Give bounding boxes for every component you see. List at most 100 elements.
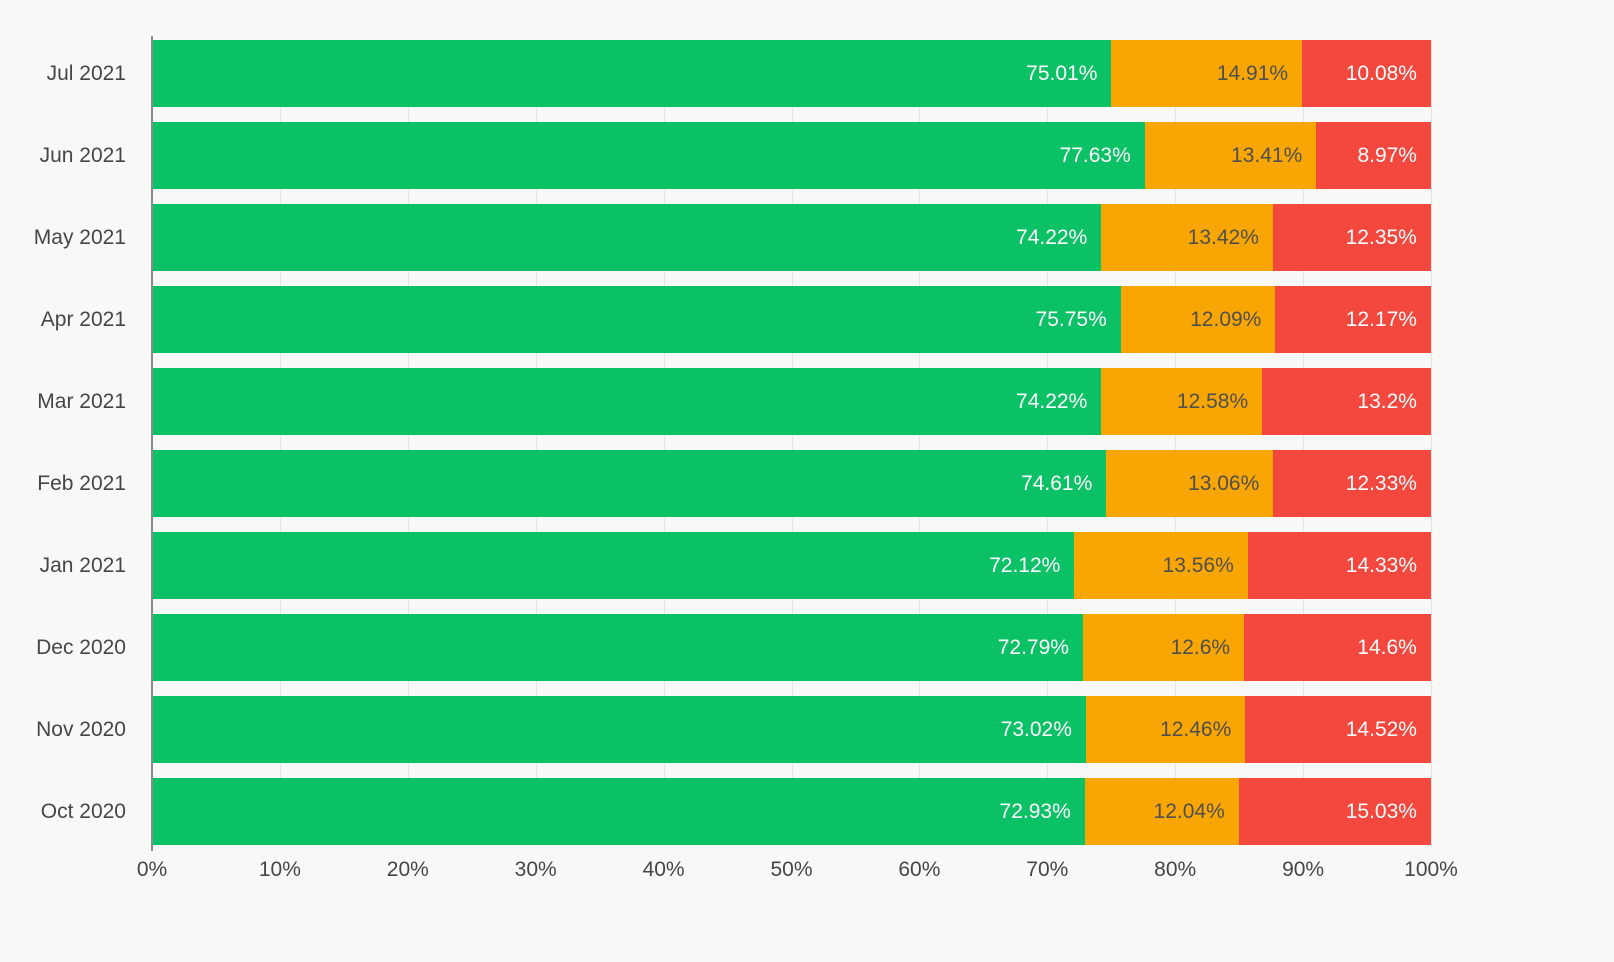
bar-segment-red: 13.2%: [1262, 368, 1431, 435]
segment-value-label: 72.12%: [989, 553, 1061, 577]
segment-value-label: 8.97%: [1357, 143, 1417, 167]
x-axis-tick-label: 30%: [514, 858, 557, 881]
category-label: May 2021: [33, 225, 126, 249]
segment-value-label: 10.08%: [1345, 61, 1417, 85]
segment-value-label: 74.22%: [1016, 389, 1088, 413]
segment-value-label: 12.58%: [1176, 389, 1249, 413]
segment-value-label: 14.6%: [1357, 635, 1417, 659]
gridline: [279, 40, 281, 845]
x-axis-tick-label: 60%: [898, 858, 941, 881]
category-label: Oct 2020: [40, 799, 126, 823]
category-label: Feb 2021: [37, 471, 126, 495]
x-axis-tick-label: 10%: [258, 858, 301, 881]
segment-value-label: 74.61%: [1021, 471, 1093, 495]
segment-value-label: 75.01%: [1026, 61, 1098, 85]
chart-row: Nov 2020 73.02% 12.46% 14.52%: [36, 696, 1431, 763]
segment-value-label: 13.56%: [1162, 553, 1234, 577]
stacked-bar: 74.61% 13.06% 12.33%: [152, 450, 1431, 517]
chart-row: Jul 2021 75.01% 14.91% 10.08%: [47, 40, 1431, 107]
bar-segment-green: 72.79%: [152, 614, 1083, 681]
gridline: [407, 40, 409, 845]
gridline: [535, 40, 537, 845]
segment-value-label: 14.52%: [1345, 717, 1417, 741]
bar-segment-green: 75.01%: [152, 40, 1112, 107]
stacked-bar: 72.12% 13.56% 14.33%: [152, 532, 1431, 599]
bar-segment-green: 73.02%: [152, 696, 1086, 763]
stacked-bar: 75.75% 12.09% 12.17%: [152, 286, 1431, 353]
category-label: Jun 2021: [39, 143, 126, 167]
bar-segment-orange: 14.91%: [1111, 40, 1303, 107]
x-axis-tick-label: 100%: [1404, 858, 1458, 881]
category-label: Apr 2021: [40, 307, 126, 331]
category-label: Mar 2021: [37, 389, 126, 413]
segment-value-label: 13.06%: [1188, 471, 1260, 495]
x-axis-tick-label: 90%: [1282, 858, 1325, 881]
x-axis-tick-label: 40%: [642, 858, 685, 881]
chart-row: May 2021 74.22% 13.42% 12.35%: [34, 204, 1431, 271]
segment-value-label: 14.91%: [1216, 61, 1289, 85]
bar-segment-green: 74.22%: [152, 368, 1102, 435]
chart-row: Mar 2021 74.22% 12.58% 13.2%: [37, 368, 1431, 435]
x-axis: 0% 10% 20% 30% 40% 50% 60% 70% 80% 90% 100%: [137, 858, 1458, 888]
chart-row: Apr 2021 75.75% 12.09% 12.17%: [41, 286, 1431, 353]
gridline: [663, 40, 665, 845]
x-axis-tick-label: 0%: [136, 858, 168, 881]
chart-row: Jan 2021 72.12% 13.56% 14.33%: [40, 532, 1431, 599]
category-label: Dec 2020: [36, 635, 126, 659]
segment-value-label: 12.33%: [1345, 471, 1417, 495]
gridline: [1431, 40, 1432, 845]
bar-segment-orange: 12.6%: [1082, 614, 1245, 681]
category-label: Jan 2021: [39, 553, 126, 577]
segment-value-label: 13.2%: [1357, 389, 1417, 413]
stacked-bar: 77.63% 13.41% 8.97%: [152, 122, 1431, 189]
stacked-bar: 75.01% 14.91% 10.08%: [152, 40, 1431, 107]
segment-value-label: 77.63%: [1059, 143, 1131, 167]
x-axis-tick-label: 20%: [386, 858, 429, 881]
segment-value-label: 14.33%: [1345, 553, 1417, 577]
bar-segment-orange: 13.06%: [1106, 450, 1274, 517]
plot-area: Jul 2021 75.01% 14.91% 10.08% Jun 2021 77.63%…: [34, 36, 1432, 851]
segment-value-label: 12.35%: [1345, 225, 1417, 249]
category-label: Jul 2021: [46, 61, 126, 85]
gridline: [919, 40, 921, 845]
stacked-bar: 74.22% 12.58% 13.2%: [152, 368, 1431, 435]
bar-segment-green: 77.63%: [152, 122, 1145, 189]
segment-value-label: 75.75%: [1035, 307, 1107, 331]
category-label: Nov 2020: [36, 717, 126, 741]
bar-rows: Jul 2021 75.01% 14.91% 10.08% Jun 2021 77.63%…: [34, 40, 1431, 845]
bar-segment-red: 15.03%: [1238, 778, 1431, 845]
segment-value-label: 12.09%: [1190, 307, 1262, 331]
bar-segment-orange: 13.42%: [1101, 204, 1273, 271]
bar-segment-green: 74.61%: [152, 450, 1107, 517]
bar-segment-red: 10.08%: [1302, 40, 1431, 107]
segment-value-label: 72.79%: [997, 635, 1069, 659]
y-axis-line: [151, 36, 153, 851]
bar-segment-red: 12.33%: [1273, 450, 1431, 517]
bar-segment-red: 12.17%: [1275, 286, 1431, 353]
bar-segment-orange: 13.56%: [1074, 532, 1248, 599]
chart-row: Dec 2020 72.79% 12.6% 14.6%: [36, 614, 1431, 681]
bar-segment-orange: 12.04%: [1084, 778, 1239, 845]
segment-value-label: 13.42%: [1187, 225, 1259, 249]
segment-value-label: 73.02%: [1000, 717, 1072, 741]
bar-segment-red: 14.6%: [1244, 614, 1431, 681]
stacked-bar: 73.02% 12.46% 14.52%: [152, 696, 1431, 763]
stacked-bar: 74.22% 13.42% 12.35%: [152, 204, 1431, 271]
stacked-bar: 72.79% 12.6% 14.6%: [152, 614, 1431, 681]
stacked-bar: 72.93% 12.04% 15.03%: [152, 778, 1431, 845]
gridline: [791, 40, 793, 845]
chart-row: Jun 2021 77.63% 13.41% 8.97%: [40, 122, 1431, 189]
x-axis-tick-label: 50%: [770, 858, 813, 881]
bar-segment-red: 14.52%: [1245, 696, 1431, 763]
bar-segment-green: 74.22%: [152, 204, 1102, 271]
bar-segment-red: 8.97%: [1316, 122, 1431, 189]
segment-value-label: 15.03%: [1345, 799, 1417, 823]
bar-segment-green: 72.93%: [152, 778, 1085, 845]
bar-segment-orange: 13.41%: [1144, 122, 1317, 189]
segment-value-label: 74.22%: [1016, 225, 1088, 249]
bar-segment-orange: 12.58%: [1101, 368, 1263, 435]
segment-value-label: 12.17%: [1345, 307, 1417, 331]
bar-segment-green: 75.75%: [152, 286, 1121, 353]
gridline: [1303, 40, 1305, 845]
